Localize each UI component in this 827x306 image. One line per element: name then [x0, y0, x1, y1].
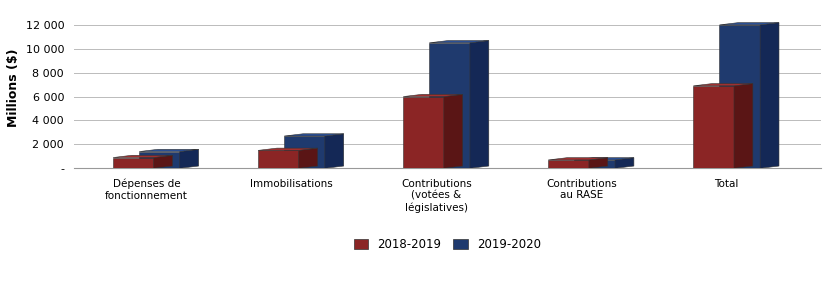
Polygon shape: [759, 23, 778, 168]
Polygon shape: [692, 84, 752, 86]
Polygon shape: [692, 86, 733, 168]
Polygon shape: [614, 158, 633, 168]
Polygon shape: [403, 97, 443, 168]
Polygon shape: [299, 148, 318, 168]
Polygon shape: [179, 149, 198, 168]
Polygon shape: [574, 158, 633, 160]
Polygon shape: [547, 158, 607, 160]
Polygon shape: [154, 155, 172, 168]
Polygon shape: [733, 84, 752, 168]
Polygon shape: [112, 155, 172, 158]
Polygon shape: [403, 94, 462, 97]
Polygon shape: [428, 40, 488, 43]
Polygon shape: [258, 150, 299, 168]
Polygon shape: [547, 160, 588, 168]
Polygon shape: [719, 23, 778, 25]
Legend: 2018-2019, 2019-2020: 2018-2019, 2019-2020: [349, 233, 545, 256]
Polygon shape: [284, 136, 324, 168]
Polygon shape: [574, 160, 614, 168]
Polygon shape: [443, 94, 462, 168]
Polygon shape: [258, 148, 318, 150]
Polygon shape: [719, 25, 759, 168]
Polygon shape: [112, 158, 154, 168]
Polygon shape: [324, 134, 343, 168]
Polygon shape: [139, 149, 198, 151]
Polygon shape: [428, 43, 470, 168]
Polygon shape: [284, 134, 343, 136]
Polygon shape: [139, 151, 179, 168]
Polygon shape: [588, 158, 607, 168]
Polygon shape: [470, 40, 488, 168]
Y-axis label: Millions ($): Millions ($): [7, 48, 20, 127]
